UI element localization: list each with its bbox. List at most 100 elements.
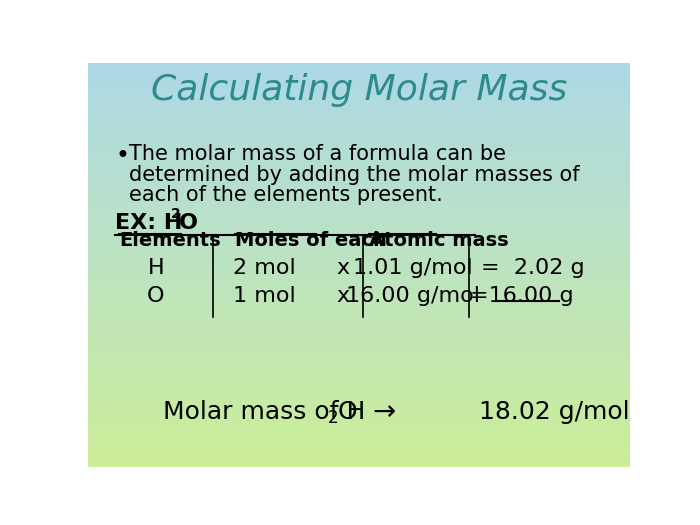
Text: 18.02 g/mol: 18.02 g/mol bbox=[479, 400, 629, 424]
Bar bbox=[88, 163, 630, 164]
Text: →: → bbox=[372, 398, 396, 426]
Bar bbox=[88, 334, 630, 335]
Bar bbox=[88, 206, 630, 207]
Bar bbox=[88, 173, 630, 175]
Bar bbox=[88, 249, 630, 250]
Bar bbox=[88, 357, 630, 358]
Text: O: O bbox=[147, 286, 164, 306]
Bar bbox=[88, 97, 630, 98]
Bar bbox=[88, 454, 630, 455]
Bar bbox=[88, 344, 630, 346]
Bar bbox=[88, 434, 630, 435]
Bar bbox=[88, 158, 630, 159]
Bar bbox=[88, 353, 630, 354]
Bar bbox=[88, 71, 630, 72]
Bar bbox=[88, 322, 630, 323]
Bar bbox=[88, 179, 630, 180]
Bar bbox=[88, 222, 630, 223]
Bar bbox=[88, 152, 630, 153]
Bar bbox=[88, 133, 630, 134]
Bar bbox=[88, 226, 630, 227]
Bar bbox=[88, 393, 630, 394]
Bar bbox=[88, 374, 630, 375]
Bar bbox=[88, 142, 630, 144]
Bar bbox=[88, 311, 630, 312]
Bar bbox=[88, 394, 630, 396]
Bar bbox=[88, 354, 630, 355]
Bar bbox=[88, 405, 630, 406]
Bar bbox=[88, 120, 630, 121]
Bar bbox=[88, 386, 630, 388]
Bar bbox=[88, 330, 630, 331]
Text: Atomic mass: Atomic mass bbox=[369, 231, 508, 250]
Bar bbox=[88, 444, 630, 446]
Bar bbox=[88, 291, 630, 292]
Bar bbox=[88, 161, 630, 163]
Bar bbox=[88, 89, 630, 90]
Bar bbox=[88, 210, 630, 211]
Bar bbox=[88, 155, 630, 156]
Bar bbox=[88, 453, 630, 454]
Bar bbox=[88, 148, 630, 149]
Bar bbox=[88, 70, 630, 71]
Bar bbox=[88, 102, 630, 103]
Bar bbox=[88, 406, 630, 408]
Bar bbox=[88, 141, 630, 142]
Bar bbox=[88, 277, 630, 279]
Bar bbox=[88, 127, 630, 128]
Bar bbox=[88, 318, 630, 319]
Bar bbox=[88, 408, 630, 410]
Bar bbox=[88, 201, 630, 202]
Bar bbox=[88, 106, 630, 108]
Bar bbox=[88, 74, 630, 75]
Bar bbox=[88, 113, 630, 114]
Bar bbox=[88, 373, 630, 374]
Bar bbox=[88, 165, 630, 167]
Bar bbox=[88, 312, 630, 313]
Text: 2: 2 bbox=[170, 207, 180, 221]
Text: 1 mol: 1 mol bbox=[233, 286, 295, 306]
Bar bbox=[88, 236, 630, 237]
Text: 16.00 g/mol: 16.00 g/mol bbox=[346, 286, 480, 306]
Bar bbox=[88, 168, 630, 170]
Bar bbox=[88, 196, 630, 198]
Text: Calculating Molar Mass: Calculating Molar Mass bbox=[150, 73, 567, 107]
Bar bbox=[88, 65, 630, 66]
Bar bbox=[88, 339, 630, 341]
Bar bbox=[88, 92, 630, 94]
Bar bbox=[88, 109, 630, 110]
Bar bbox=[88, 286, 630, 287]
Bar bbox=[88, 275, 630, 276]
Bar bbox=[88, 384, 630, 385]
Bar bbox=[88, 190, 630, 191]
Bar bbox=[88, 270, 630, 272]
Bar bbox=[88, 446, 630, 447]
Bar bbox=[88, 276, 630, 277]
Bar bbox=[88, 323, 630, 324]
Bar bbox=[88, 298, 630, 299]
Bar bbox=[88, 411, 630, 412]
Bar bbox=[88, 443, 630, 444]
Bar bbox=[88, 72, 630, 74]
Bar bbox=[88, 202, 630, 203]
Bar bbox=[88, 375, 630, 377]
Bar bbox=[88, 110, 630, 111]
Bar bbox=[88, 144, 630, 145]
Bar bbox=[88, 175, 630, 176]
Bar bbox=[88, 237, 630, 238]
Bar bbox=[88, 396, 630, 397]
Bar bbox=[88, 67, 630, 68]
Bar bbox=[88, 299, 630, 300]
Bar bbox=[88, 279, 630, 280]
Bar bbox=[88, 310, 630, 311]
Text: x: x bbox=[337, 258, 350, 278]
Bar bbox=[88, 251, 630, 253]
Bar bbox=[88, 160, 630, 161]
Bar bbox=[88, 211, 630, 213]
Bar bbox=[88, 75, 630, 77]
Bar bbox=[88, 401, 630, 403]
Bar bbox=[88, 360, 630, 361]
Bar bbox=[88, 412, 630, 413]
Bar bbox=[88, 176, 630, 177]
Bar bbox=[88, 324, 630, 326]
